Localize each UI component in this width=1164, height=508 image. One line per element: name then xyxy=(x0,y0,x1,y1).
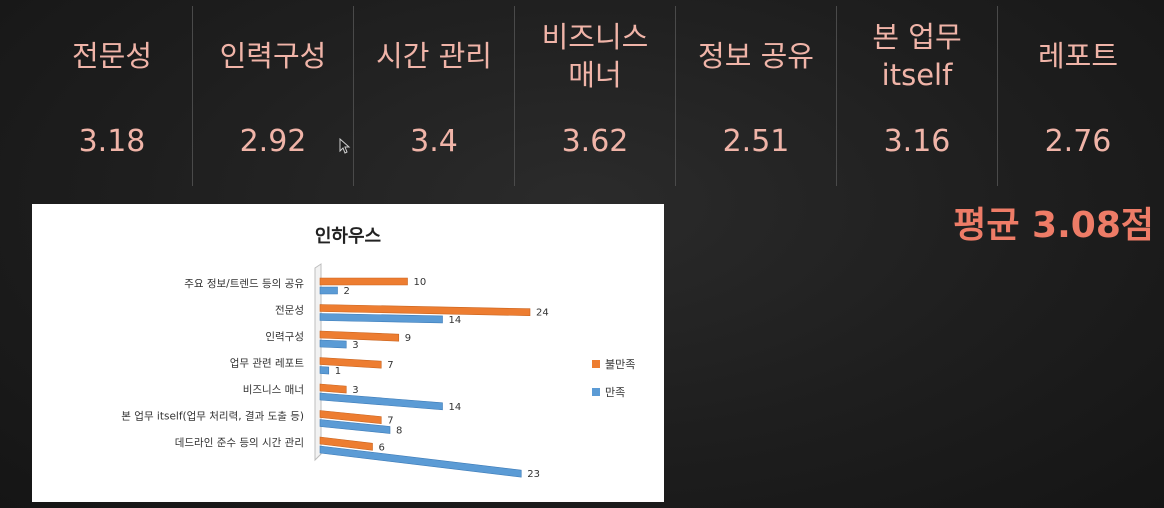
data-label: 10 xyxy=(414,277,427,288)
score-column-header: 인력구성 xyxy=(219,39,327,73)
score-column-header: 정보 공유 xyxy=(698,39,814,73)
legend-swatch xyxy=(592,360,600,368)
bar-dissatisfied xyxy=(319,304,531,317)
category-label: 인력구성 xyxy=(265,331,304,343)
data-label: 1 xyxy=(335,366,341,377)
bar-dissatisfied xyxy=(319,277,408,286)
score-column: 본 업무 itself 3.16 xyxy=(836,6,997,186)
bar-satisfied xyxy=(319,445,522,478)
category-label: 업무 관련 레포트 xyxy=(230,357,305,370)
bar-dissatisfied xyxy=(319,436,373,451)
category-label: 비즈니스 매너 xyxy=(243,384,304,396)
data-label: 7 xyxy=(387,416,393,427)
data-label: 14 xyxy=(449,402,462,413)
data-label: 3 xyxy=(352,385,358,396)
data-label: 8 xyxy=(396,426,402,437)
average-score: 평균 3.08점 xyxy=(953,205,1154,246)
score-column-header: 전문성 xyxy=(71,39,153,73)
bar-satisfied xyxy=(319,313,443,324)
data-label: 7 xyxy=(387,360,393,371)
data-label: 9 xyxy=(405,333,411,344)
chart-axis-wall xyxy=(314,263,322,462)
score-column: 정보 공유 2.51 xyxy=(675,6,836,186)
legend-swatch xyxy=(592,388,600,396)
bar-dissatisfied xyxy=(319,330,400,342)
score-column-header: 시간 관리 xyxy=(376,39,492,73)
chart-title: 인하우스 xyxy=(315,226,381,247)
bar-satisfied xyxy=(319,286,338,295)
score-column: 비즈니스 매너 3.62 xyxy=(514,6,675,186)
score-column-value: 3.16 xyxy=(883,124,951,159)
score-column-value: 3.18 xyxy=(78,124,146,159)
score-column-header: 비즈니스 매너 xyxy=(541,20,649,92)
data-label: 2 xyxy=(344,286,350,297)
score-column-header: 레포트 xyxy=(1037,39,1119,73)
legend-label: 불만족 xyxy=(605,358,635,371)
score-column-value: 3.62 xyxy=(561,124,629,159)
score-column: 전문성 3.18 xyxy=(32,6,192,186)
score-column: 시간 관리 3.4 xyxy=(353,6,514,186)
legend-label: 만족 xyxy=(605,386,625,399)
data-label: 3 xyxy=(352,340,358,351)
bar-satisfied xyxy=(319,339,347,349)
data-label: 23 xyxy=(527,469,540,480)
category-label: 본 업무 itself(업무 처리력, 결과 도출 등) xyxy=(121,410,304,423)
score-column-header: 본 업무 itself xyxy=(872,20,962,92)
score-column-value: 2.51 xyxy=(722,124,790,159)
bar-dissatisfied xyxy=(319,410,382,424)
score-column: 레포트 2.76 xyxy=(997,6,1158,186)
bar-dissatisfied xyxy=(319,357,382,369)
score-column-value: 2.76 xyxy=(1044,124,1112,159)
category-label: 전문성 xyxy=(275,305,304,317)
bar-satisfied xyxy=(319,419,391,434)
bar-satisfied xyxy=(319,366,330,375)
score-column: 인력구성 2.92 xyxy=(192,6,353,186)
mouse-cursor-icon xyxy=(339,138,351,154)
score-table: 전문성 3.18 인력구성 2.92 시간 관리 3.4 비즈니스 매너 3.62 정보 공유 2… xyxy=(32,6,1158,186)
data-label: 24 xyxy=(536,308,549,319)
bar-dissatisfied xyxy=(319,383,347,394)
category-label: 주요 정보/트렌드 등의 공유 xyxy=(184,278,304,290)
score-column-value: 3.4 xyxy=(410,124,458,159)
bar-satisfied xyxy=(319,392,443,411)
score-column-value: 2.92 xyxy=(239,124,307,159)
category-label: 데드라인 준수 등의 시간 관리 xyxy=(175,437,304,449)
data-label: 14 xyxy=(449,315,462,326)
data-label: 6 xyxy=(379,442,385,453)
